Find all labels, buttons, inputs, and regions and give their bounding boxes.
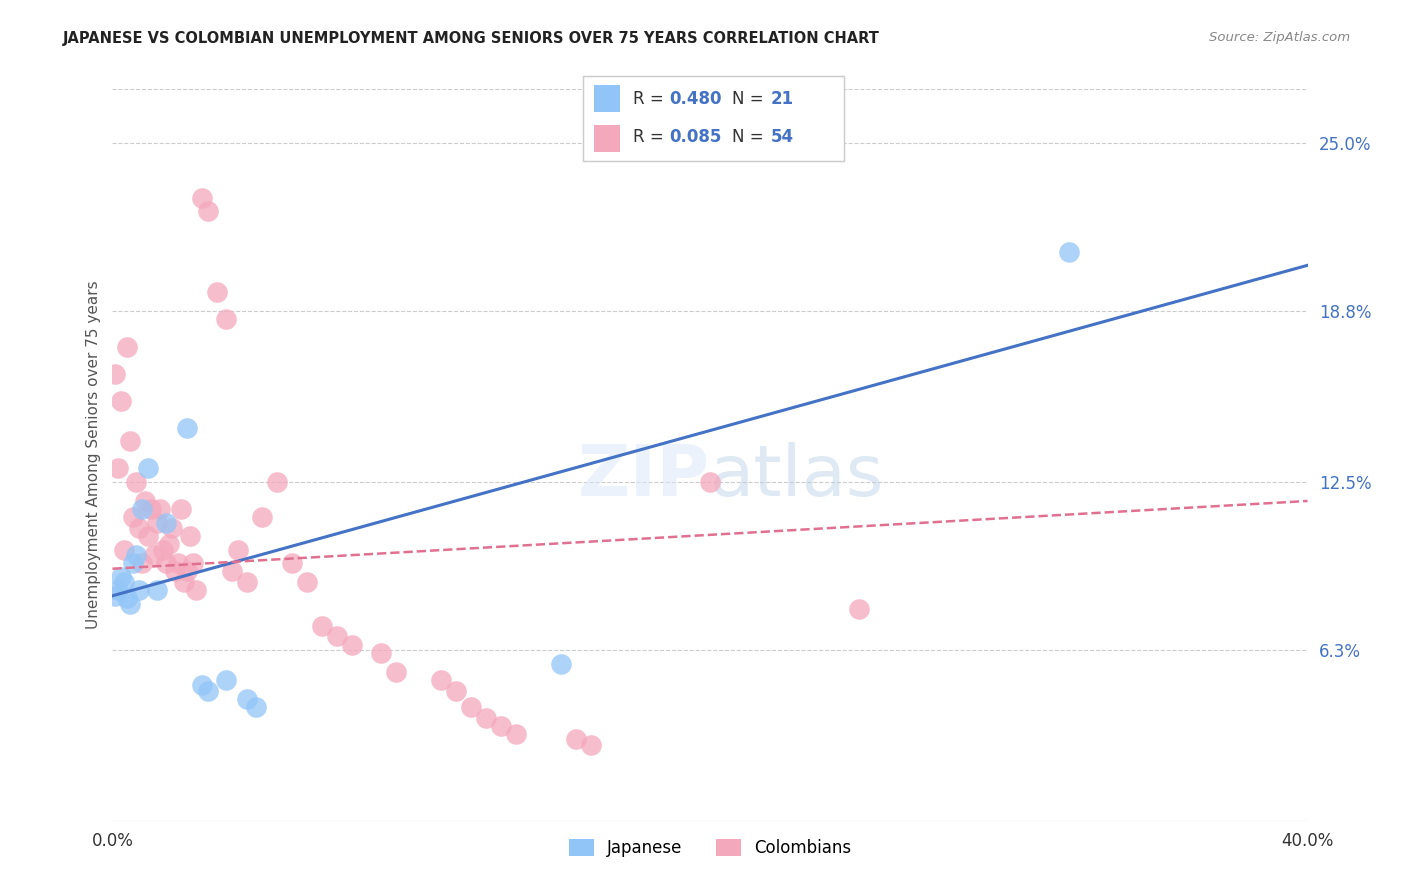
Point	[191, 190, 214, 204]
Point	[215, 673, 238, 687]
Point	[186, 583, 208, 598]
Text: N =: N =	[731, 128, 769, 145]
Point	[197, 204, 219, 219]
Point	[131, 502, 153, 516]
Point	[564, 732, 586, 747]
Point	[125, 548, 148, 562]
Point	[146, 583, 169, 598]
Point	[128, 521, 150, 535]
Point	[236, 575, 259, 590]
Point	[107, 583, 129, 598]
Point	[215, 312, 238, 326]
Point	[205, 285, 228, 300]
Point	[311, 618, 333, 632]
Point	[157, 537, 180, 551]
Text: Source: ZipAtlas.com: Source: ZipAtlas.com	[1209, 31, 1350, 45]
Point	[117, 591, 139, 606]
Text: 0.085: 0.085	[669, 128, 721, 145]
Point	[146, 516, 169, 530]
Point	[550, 657, 572, 671]
Point	[138, 461, 160, 475]
Point	[221, 565, 243, 579]
Point	[114, 575, 135, 590]
Point	[579, 738, 602, 752]
Point	[325, 629, 347, 643]
Point	[125, 475, 148, 489]
Point	[114, 542, 135, 557]
Point	[848, 602, 870, 616]
Y-axis label: Unemployment Among Seniors over 75 years: Unemployment Among Seniors over 75 years	[86, 281, 101, 629]
Point	[475, 711, 498, 725]
Point	[699, 475, 721, 489]
Text: N =: N =	[731, 90, 769, 108]
Text: JAPANESE VS COLOMBIAN UNEMPLOYMENT AMONG SENIORS OVER 75 YEARS CORRELATION CHART: JAPANESE VS COLOMBIAN UNEMPLOYMENT AMONG…	[63, 31, 880, 46]
Point	[143, 548, 166, 562]
Point	[340, 638, 363, 652]
Point	[226, 542, 249, 557]
Point	[104, 367, 127, 381]
Text: 54: 54	[770, 128, 794, 145]
Point	[134, 494, 156, 508]
Text: R =: R =	[633, 128, 669, 145]
Text: 21: 21	[770, 90, 794, 108]
Point	[460, 699, 482, 714]
Point	[250, 510, 273, 524]
Point	[295, 575, 318, 590]
Point	[138, 529, 160, 543]
Point	[120, 597, 142, 611]
Point	[444, 683, 467, 698]
Point	[181, 556, 204, 570]
Point	[104, 589, 127, 603]
Point	[430, 673, 453, 687]
Text: 0.480: 0.480	[669, 90, 721, 108]
Point	[162, 521, 183, 535]
Point	[245, 699, 267, 714]
Point	[167, 556, 190, 570]
Point	[107, 461, 129, 475]
Point	[176, 421, 198, 435]
Point	[122, 510, 145, 524]
Point	[152, 542, 174, 557]
Legend: Japanese, Colombians: Japanese, Colombians	[562, 832, 858, 863]
Point	[197, 683, 219, 698]
Point	[173, 575, 195, 590]
Text: atlas: atlas	[710, 442, 884, 511]
Point	[165, 565, 187, 579]
Point	[170, 502, 193, 516]
Text: ZIP: ZIP	[578, 442, 710, 511]
Point	[131, 556, 153, 570]
Point	[370, 646, 392, 660]
Point	[505, 727, 527, 741]
Point	[179, 529, 201, 543]
Text: R =: R =	[633, 90, 669, 108]
Point	[117, 340, 139, 354]
Point	[236, 691, 259, 706]
Point	[176, 565, 198, 579]
Point	[155, 516, 177, 530]
Bar	[593, 125, 620, 152]
Point	[155, 556, 177, 570]
Point	[110, 570, 132, 584]
Point	[266, 475, 288, 489]
Point	[191, 678, 214, 692]
Point	[122, 556, 145, 570]
Point	[1057, 244, 1080, 259]
Bar	[593, 85, 620, 112]
Point	[385, 665, 408, 679]
Point	[110, 393, 132, 408]
Point	[141, 502, 163, 516]
Point	[128, 583, 150, 598]
Point	[281, 556, 304, 570]
Point	[149, 502, 172, 516]
Point	[120, 434, 142, 449]
Point	[489, 719, 512, 733]
